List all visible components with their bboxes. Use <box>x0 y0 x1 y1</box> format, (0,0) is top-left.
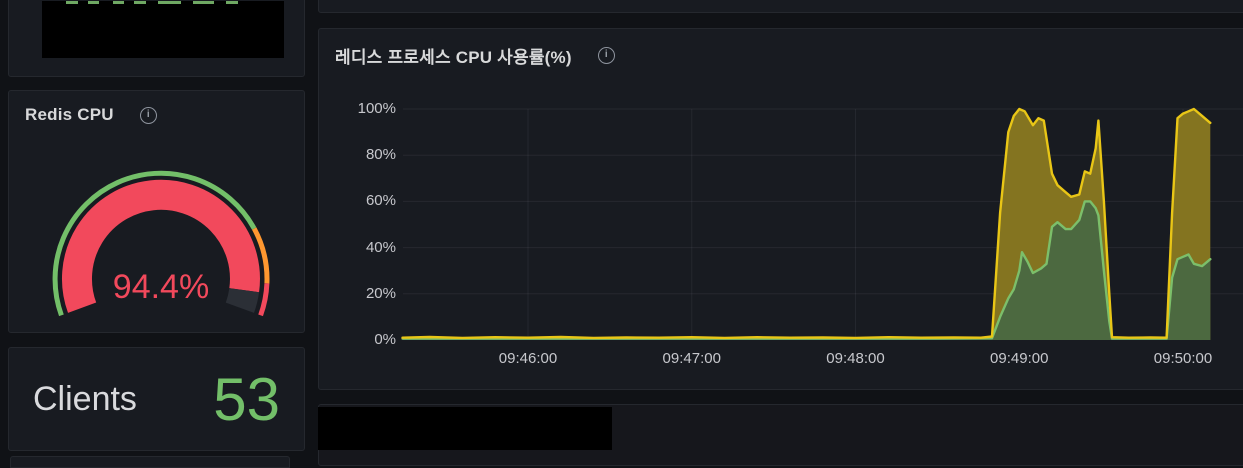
redacted-content-box <box>318 407 612 450</box>
redacted-green-digit-sliver <box>226 1 238 4</box>
x-tick-label: 09:46:00 <box>498 350 558 367</box>
info-icon[interactable]: i <box>139 106 157 124</box>
y-tick-label: 100% <box>357 100 396 117</box>
gauge-track-arc <box>225 287 260 313</box>
info-icon[interactable]: i <box>597 47 615 64</box>
cpu-gauge: 94.4% <box>52 170 270 317</box>
panel-bottom-left-cropped <box>10 456 290 468</box>
panel-title-redis-cpu[interactable]: Redis CPU <box>25 105 114 124</box>
panel-redis-cpu-gauge: Redis CPU i 94.4% <box>8 90 305 333</box>
y-tick-label: 60% <box>365 192 396 210</box>
area-yellow <box>402 109 1211 340</box>
y-tick-label: 40% <box>365 238 396 256</box>
redacted-green-digit-sliver <box>193 1 214 4</box>
gauge-value: 94.4% <box>113 268 209 306</box>
y-tick-label: 20% <box>365 284 396 302</box>
redacted-green-digit-sliver <box>66 1 78 4</box>
panel-title-redis-process-cpu[interactable]: 레디스 프로세스 CPU 사용률(%) <box>335 48 572 67</box>
panel-clients-stat: Clients 53 <box>8 347 305 451</box>
x-tick-label: 09:47:00 <box>662 350 721 367</box>
clients-value: 53 <box>213 365 280 433</box>
line-yellow <box>401 107 1212 340</box>
panel-top-left-cropped <box>8 0 305 77</box>
redacted-green-digit-sliver <box>158 1 181 4</box>
gauge-value-arc <box>61 179 260 313</box>
gauge-threshold-#73BF69 <box>52 170 257 317</box>
area-green <box>402 201 1211 340</box>
redacted-content-box <box>42 1 284 58</box>
panel-bottom-right-cropped <box>318 404 1243 466</box>
x-tick-label: 09:50:00 <box>1153 350 1213 367</box>
clients-label: Clients <box>33 379 137 418</box>
redacted-green-digit-sliver <box>134 1 146 4</box>
gauge-threshold-#F2495C <box>258 283 270 317</box>
panel-redis-process-cpu-chart: 레디스 프로세스 CPU 사용률(%) i 0% 20% 40% 60% 80% 100%… <box>318 28 1243 390</box>
redacted-green-digit-sliver <box>88 1 99 4</box>
panel-top-right-cropped <box>318 0 1243 13</box>
y-tick-label: 80% <box>365 146 396 164</box>
gauge-threshold-#FF9830 <box>251 227 270 284</box>
x-tick-label: 09:48:00 <box>826 350 885 367</box>
y-tick-label: 0% <box>374 331 396 348</box>
cpu-usage-time-series[interactable] <box>319 29 1243 389</box>
redacted-green-digit-sliver <box>113 1 124 4</box>
x-tick-label: 09:49:00 <box>990 350 1049 367</box>
